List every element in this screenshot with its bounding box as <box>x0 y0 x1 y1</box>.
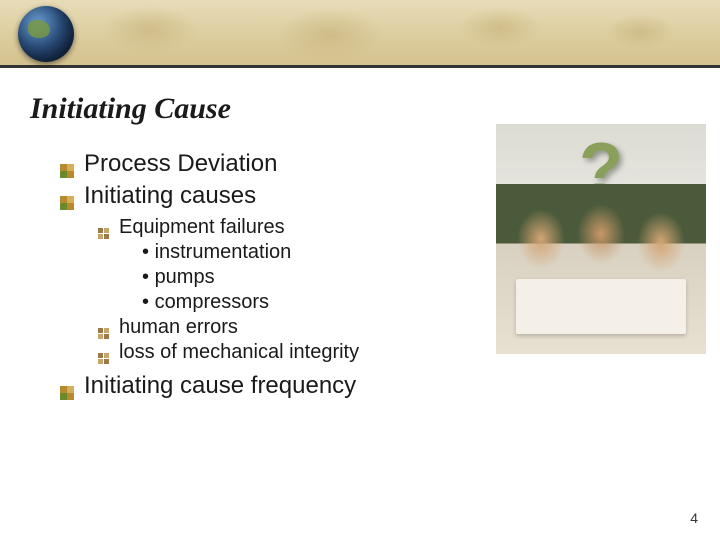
list-item: human errors <box>98 316 490 339</box>
sublist: Equipment failures • instrumentation • p… <box>98 216 490 364</box>
list-item-label: human errors <box>119 316 238 339</box>
diamond-bullet-icon <box>60 157 74 171</box>
list-item: loss of mechanical integrity <box>98 341 490 364</box>
list-item: • compressors <box>142 291 490 314</box>
list-item: Initiating causes <box>60 182 490 210</box>
list-item: Initiating cause frequency <box>60 372 490 400</box>
list-item: Process Deviation <box>60 150 490 178</box>
square-bullet-icon <box>98 347 109 358</box>
banner <box>0 0 720 68</box>
list-item-label: loss of mechanical integrity <box>119 341 359 364</box>
meeting-photo <box>496 184 706 354</box>
list-item-label: Equipment failures <box>119 216 285 239</box>
diamond-bullet-icon <box>60 379 74 393</box>
list-item-label: instrumentation <box>155 241 292 263</box>
list-item-label: compressors <box>155 291 269 313</box>
square-bullet-icon <box>98 222 109 233</box>
list-item-label: Initiating causes <box>84 182 256 210</box>
diamond-bullet-icon <box>60 189 74 203</box>
list-item-label: Process Deviation <box>84 150 277 178</box>
content-area: Process Deviation Initiating causes Equi… <box>60 150 490 404</box>
slide-title: Initiating Cause <box>30 92 231 126</box>
decorative-image: ? <box>496 124 706 354</box>
list-item-label: Initiating cause frequency <box>84 372 356 400</box>
globe-icon <box>18 6 74 62</box>
list-item: • instrumentation <box>142 241 490 264</box>
banner-map-texture <box>0 0 720 65</box>
list-item: • pumps <box>142 266 490 289</box>
list-item-label: pumps <box>155 266 215 288</box>
page-number: 4 <box>690 510 698 526</box>
square-bullet-icon <box>98 322 109 333</box>
list-item: Equipment failures <box>98 216 490 239</box>
